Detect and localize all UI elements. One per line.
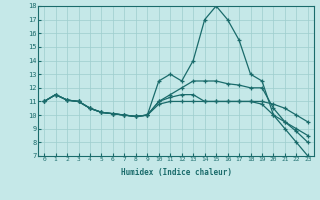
X-axis label: Humidex (Indice chaleur): Humidex (Indice chaleur): [121, 168, 231, 177]
